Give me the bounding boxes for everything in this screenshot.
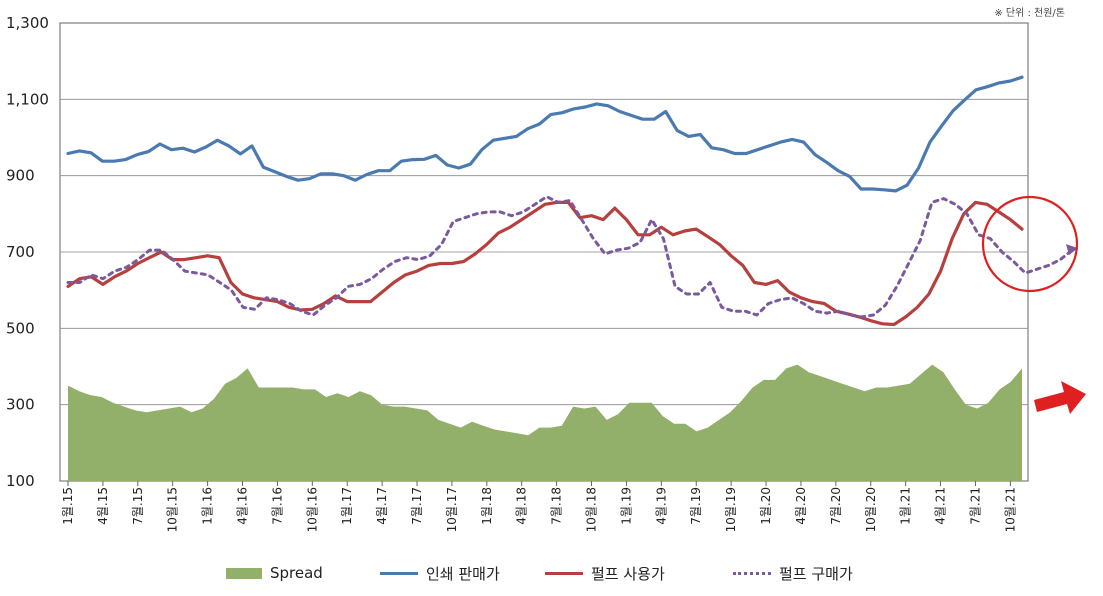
y-axis: 100 300 500 700 900 1,100 1,300 [6,14,49,490]
unit-note: ※ 단위 : 천원/톤 [994,8,1065,19]
annotation-layer [981,195,1086,414]
series-pulp-buy-line [66,195,1074,319]
x-tick-label: 1월.20 [759,487,773,525]
x-tick-label: 7월.18 [550,487,564,525]
highlight-circle [981,195,1079,293]
pulp-buy-arrowhead-icon [1066,244,1078,256]
legend-label-pulp-buy: 펄프 구매가 [779,564,853,583]
x-tick-label: 7월.16 [270,487,284,525]
legend-swatch-pulp-use [545,571,583,575]
x-tick-label: 1월.17 [340,487,354,525]
legend-swatch-print-price [380,571,418,575]
legend-label-pulp-use: 펄프 사용가 [591,564,665,583]
x-tick-label: 7월.19 [689,487,703,525]
uptrend-arrow-icon [1034,381,1086,414]
x-tick-label: 1월.19 [619,487,633,525]
x-tick-label: 4월.19 [654,487,668,525]
x-tick-label: 10월.21 [1003,487,1017,532]
y-tick-label: 1,100 [6,90,49,108]
y-tick-label: 100 [6,472,35,490]
y-tick-label: 700 [6,243,35,261]
legend-label-spread: Spread [270,564,323,582]
spread-area-layer [68,364,1022,481]
legend-swatch-pulp-buy [733,571,771,575]
x-tick-label: 4월.16 [236,487,250,525]
chart-legend: Spread 인쇄 판매가 펄프 사용가 펄프 구매가 [0,560,1103,586]
line-chart: 100 300 500 700 900 1,100 1,300 1월.15 4월.15 7월.1… [6,14,1086,532]
x-tick-label: 10월.16 [305,487,319,532]
x-tick-label: 4월.17 [375,487,389,525]
x-tick-label: 7월.15 [131,487,145,525]
series-lines-layer [66,75,1078,327]
x-tick-label: 10월.19 [724,487,738,532]
x-tick-label: 4월.15 [96,487,110,525]
x-tick-label: 1월.18 [480,487,494,525]
legend-swatch-spread [226,567,262,579]
x-tick-label: 1월.21 [899,487,913,525]
y-tick-label: 1,300 [6,14,49,32]
series-pulp-use-line [66,200,1024,327]
x-tick-label: 10월.18 [585,487,599,532]
x-axis: 1월.15 4월.15 7월.15 10월.15 1월.16 4월.16 7월.16 10월.… [61,481,1017,532]
legend-item-pulp-buy: 펄프 구매가 [733,560,853,586]
y-tick-label: 900 [6,167,35,185]
x-tick-label: 7월.17 [410,487,424,525]
x-tick-label: 10월.15 [166,487,180,532]
legend-item-print-price: 인쇄 판매가 [380,560,500,586]
y-tick-label: 300 [6,396,35,414]
x-tick-label: 10월.17 [445,487,459,532]
y-tick-label: 500 [6,319,35,337]
legend-label-print-price: 인쇄 판매가 [426,564,500,583]
legend-item-pulp-use: 펄프 사용가 [545,560,665,586]
x-tick-label: 1월.16 [201,487,215,525]
x-tick-label: 10월.20 [864,487,878,532]
gridlines [60,98,1028,406]
series-spread-area [68,364,1022,481]
x-tick-label: 1월.15 [61,487,75,525]
x-tick-label: 7월.21 [968,487,982,525]
series-print-price-line [66,75,1024,193]
x-tick-label: 4월.21 [934,487,948,525]
x-tick-label: 7월.20 [829,487,843,525]
x-tick-label: 4월.20 [794,487,808,525]
x-tick-label: 4월.18 [515,487,529,525]
legend-item-spread: Spread [226,560,323,586]
